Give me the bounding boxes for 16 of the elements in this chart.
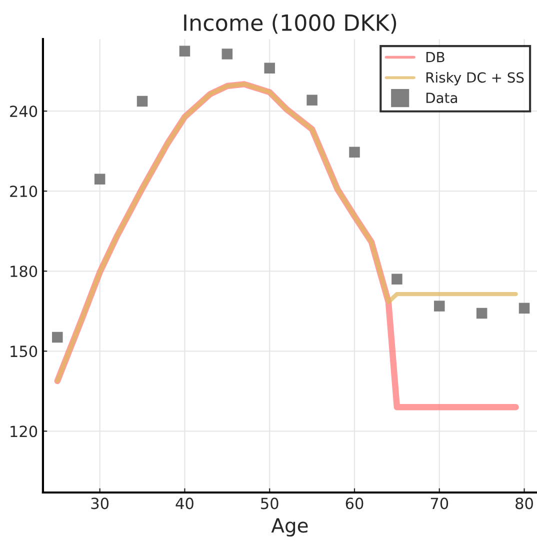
legend-label: Data [426,92,457,104]
chart-title: Income (1000 DKK) [184,14,396,34]
x-tick-label: 80 [516,498,533,510]
x-axis-title: Age [271,518,308,537]
legend-label: DB [426,52,444,62]
legend-label: Risky DC + SS [426,72,524,86]
y-tick-label: 150 [10,346,38,358]
y-tick-label: 180 [10,266,38,278]
y-tick-label: 210 [10,186,38,198]
x-tick-label: 30 [91,498,109,510]
y-tick-label: 240 [10,106,38,118]
y-tick-label: 120 [10,426,38,438]
x-tick-label: 40 [176,498,194,510]
x-tick-label: 50 [261,498,278,510]
x-tick-label: 70 [430,498,448,510]
x-tick-label: 60 [346,498,364,510]
